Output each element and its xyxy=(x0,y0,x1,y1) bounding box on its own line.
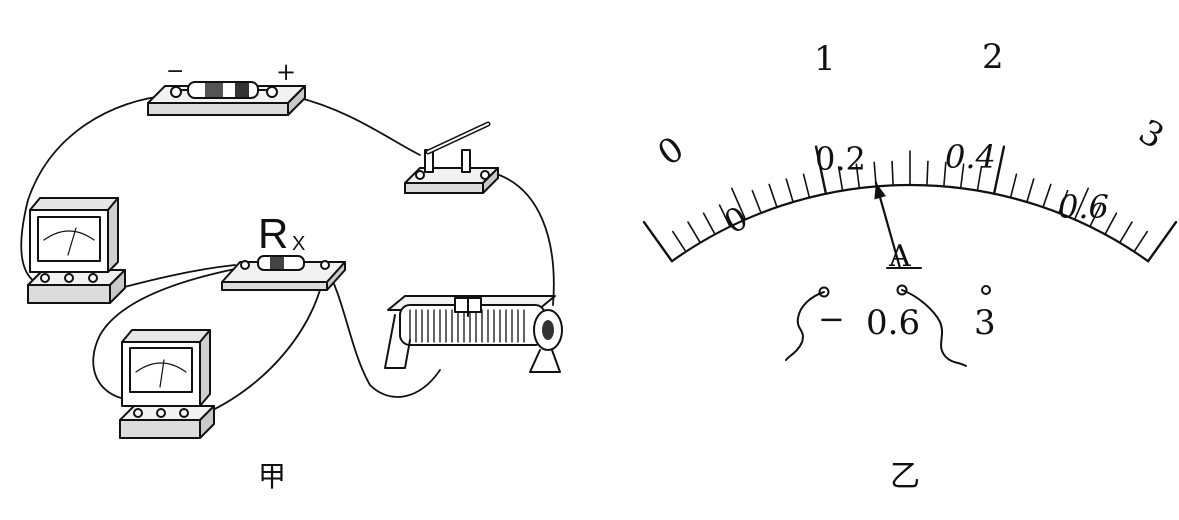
dial-tick xyxy=(671,230,687,253)
battery-minus-sign: − xyxy=(166,59,184,84)
terminal-0.6-label: 0.6 xyxy=(866,303,920,343)
dial-tick xyxy=(1073,187,1090,221)
dial-tick xyxy=(959,163,965,189)
dial-tick xyxy=(785,178,794,203)
ammeter xyxy=(27,197,126,304)
battery-plus-sign: + xyxy=(276,58,296,86)
dial-tick xyxy=(943,161,947,188)
dial-tick xyxy=(1026,178,1035,203)
battery: − + xyxy=(147,58,306,116)
dial-tick xyxy=(992,145,1006,195)
outer-scale-label-1: 1 xyxy=(814,39,836,79)
dial-tick xyxy=(642,220,674,263)
voltmeter xyxy=(119,329,215,439)
terminal-3-post xyxy=(981,285,991,295)
switch xyxy=(404,121,499,194)
dial-scale xyxy=(642,145,1178,263)
dial-tick xyxy=(1104,212,1118,236)
dial-tick xyxy=(976,166,983,192)
dial-tick xyxy=(926,160,929,187)
dial-tick xyxy=(837,166,844,192)
inner-scale-label-0.4: 0.4 xyxy=(945,138,996,176)
dial-tick xyxy=(730,187,747,221)
inner-scale-label-0.2: 0.2 xyxy=(815,140,866,178)
dial-tick xyxy=(1058,189,1069,214)
terminal-3-label: 3 xyxy=(974,303,996,343)
dial-tick xyxy=(751,189,762,214)
rheostat xyxy=(384,295,563,373)
dial-tick xyxy=(1009,173,1018,199)
dial-tick xyxy=(814,145,828,195)
wires xyxy=(20,94,555,425)
dial-tick xyxy=(1118,221,1133,244)
figure-b-caption: 乙 xyxy=(890,459,920,494)
outer-scale-label-3: 3 xyxy=(1132,112,1171,157)
dial-tick xyxy=(702,212,716,236)
dial-tick xyxy=(1089,204,1102,228)
dial-tick xyxy=(855,163,861,189)
circuit-diagram: − + xyxy=(20,58,563,493)
dial-tick xyxy=(768,183,778,208)
dial-tick xyxy=(1042,183,1052,208)
terminals: − 0.6 3 xyxy=(785,284,996,367)
dial-pointer xyxy=(874,181,902,270)
resistor-subscript: X xyxy=(292,233,305,255)
outer-scale-label-2: 2 xyxy=(982,37,1004,77)
inner-scale-label-0: 0 xyxy=(718,198,755,241)
dial-tick xyxy=(1133,230,1149,253)
outer-scale-label-0: 0 xyxy=(651,129,692,174)
resistor-rx: R X xyxy=(221,210,346,291)
dial-tick xyxy=(1146,220,1178,263)
dial-tick xyxy=(687,221,702,244)
dial-tick xyxy=(718,204,731,228)
dial-tick xyxy=(891,160,894,187)
resistor-label: R xyxy=(258,210,288,257)
terminal-minus-label: − xyxy=(818,300,845,338)
figure-a-caption: 甲 xyxy=(258,460,286,493)
meter-symbol: A xyxy=(888,239,911,274)
dial-tick xyxy=(802,173,811,199)
ammeter-dial: 0 1 2 3 0 0.2 0.4 0.6 A − 0.6 xyxy=(642,37,1178,494)
inner-scale-label-0.6: 0.6 xyxy=(1058,188,1109,226)
